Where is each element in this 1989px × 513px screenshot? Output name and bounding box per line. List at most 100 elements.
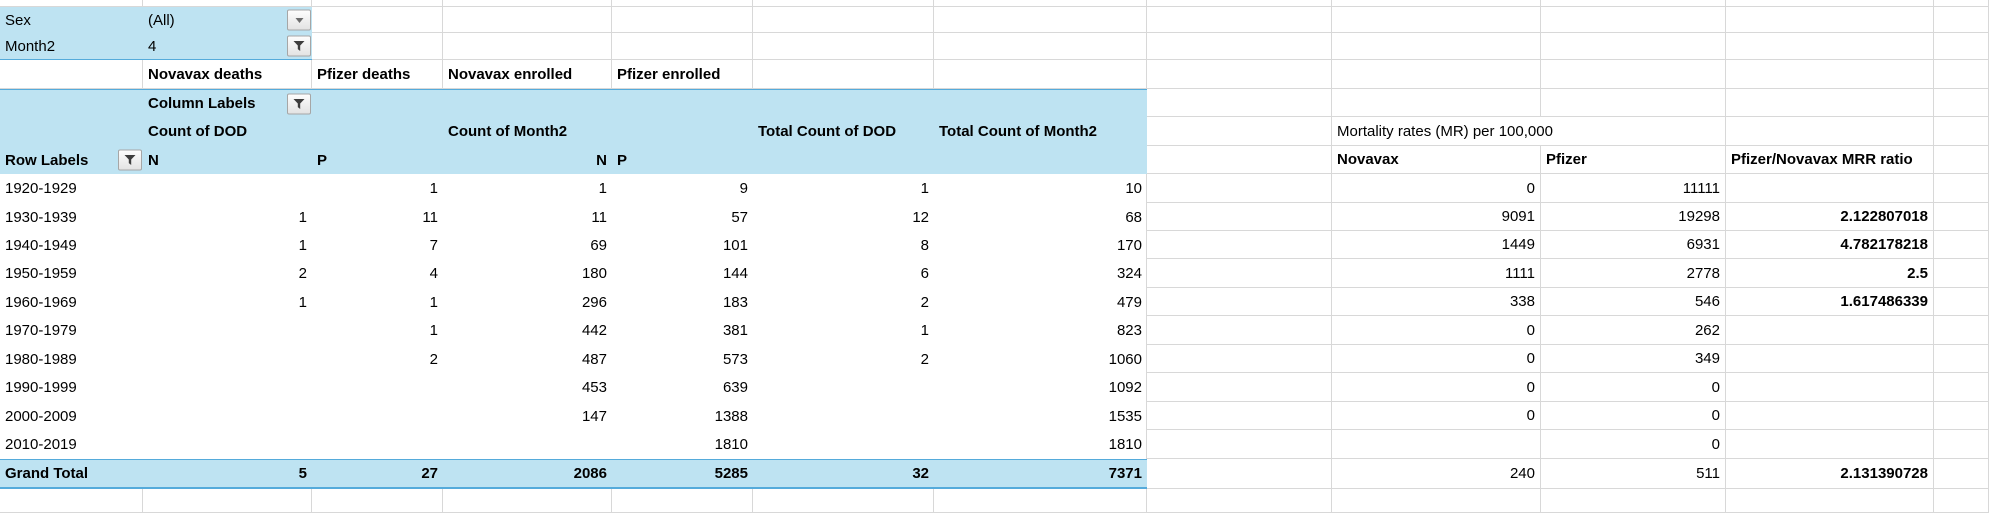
empty-cell [612, 489, 753, 513]
empty-cell [1332, 7, 1541, 33]
pfizer-enrolled-header: Pfizer enrolled [612, 60, 753, 89]
filter-value-sex-cell[interactable]: (All) [143, 7, 312, 33]
total-month2-count: 1535 [1108, 407, 1142, 425]
empty-cell [1934, 402, 1989, 430]
row-label: 2010-2019 [5, 436, 77, 453]
empty-cell [312, 489, 443, 513]
empty-cell [1726, 7, 1934, 33]
empty-cell [1332, 0, 1541, 7]
empty-cell [1332, 60, 1541, 89]
total-dod-count [753, 430, 934, 459]
pfizer-deaths-count: 1 [429, 322, 438, 339]
pfizer-mortality-rate: 11111 [1541, 174, 1726, 203]
row-label: 1950-1959 [5, 265, 77, 282]
column-labels-cell: Column Labels [143, 90, 312, 117]
novavax-deaths-count [143, 430, 312, 459]
novavax-enrolled-count: 296 [581, 293, 607, 311]
pfizer-mortality-rate: 546 [1541, 288, 1726, 316]
novavax-deaths-count: 1 [298, 293, 307, 311]
empty-cell [1332, 489, 1541, 513]
pfizer-deaths-count: 11 [422, 208, 438, 226]
filter-field-month2-label: Month2 [0, 33, 143, 60]
empty-cell [443, 489, 612, 513]
month2-filter-button[interactable] [287, 35, 311, 57]
empty-cell [612, 7, 753, 33]
novavax-deaths-count: 1 [298, 208, 307, 226]
row-labels-text: Row Labels [5, 151, 89, 169]
mrr-ratio-header: Pfizer/Novavax MRR ratio [1726, 146, 1934, 174]
novavax-mortality-rate: 0 [1332, 316, 1541, 345]
empty-cell [1934, 203, 1989, 231]
empty-cell [934, 7, 1147, 33]
novavax-enrolled-count: 442 [581, 322, 607, 339]
grand-total-label: Grand Total [5, 465, 89, 482]
novavax-enrolled-header: Novavax enrolled [443, 60, 612, 89]
bottom-spacer-row [0, 489, 1989, 513]
total-count-of-month2-header: Total Count of Month2 [939, 123, 1098, 140]
pfizer-enrolled-count: 101 [722, 236, 748, 254]
empty-cell [1147, 0, 1332, 7]
empty-cell [934, 0, 1147, 7]
mrr-ratio-value [1726, 174, 1934, 203]
empty-cell [312, 90, 443, 117]
dod-n-header: N [148, 151, 159, 169]
table-row: 2000-2009 147 1388 1535 0 0 [0, 402, 1989, 430]
empty-cell [443, 7, 612, 33]
novavax-deaths-count [143, 402, 312, 430]
row-labels-cell: Row Labels [0, 146, 143, 174]
total-month2-count: 1060 [1108, 350, 1142, 368]
novavax-deaths-count: 1 [298, 236, 307, 254]
total-dod-count: 12 [912, 208, 929, 226]
empty-cell [1726, 60, 1934, 89]
empty-cell [1147, 7, 1332, 33]
empty-cell [1934, 89, 1989, 117]
row-label: 1980-1989 [5, 350, 77, 368]
grand-total-month2-p: 5285 [714, 465, 748, 482]
empty-cell [1147, 231, 1332, 259]
novavax-mortality-rate: 0 [1332, 402, 1541, 430]
novavax-enrolled-count: 487 [581, 350, 607, 368]
filter-value-month2-cell[interactable]: 4 [143, 33, 312, 60]
vaccine-group-header-row: Novavax deaths Pfizer deaths Novavax enr… [0, 60, 1989, 89]
empty-cell [0, 60, 143, 89]
empty-cell [0, 90, 143, 117]
funnel-icon [293, 41, 305, 52]
row-labels-filter-button[interactable] [118, 149, 142, 171]
empty-cell [443, 0, 612, 7]
pfizer-deaths-count [312, 373, 443, 402]
empty-cell [312, 7, 443, 33]
filter-value-sex: (All) [148, 11, 175, 29]
column-labels-filter-button[interactable] [287, 93, 311, 114]
novavax-deaths-count: 2 [298, 265, 307, 282]
empty-cell [1147, 459, 1332, 489]
novavax-mortality-rate: 0 [1332, 373, 1541, 402]
empty-cell [1147, 259, 1332, 288]
pfizer-mr-header: Pfizer [1541, 146, 1726, 174]
pfizer-enrolled-count: 381 [722, 322, 748, 339]
empty-cell [612, 0, 753, 7]
row-label: 1940-1949 [5, 236, 77, 254]
empty-cell [443, 90, 612, 117]
empty-cell [1726, 117, 1934, 146]
pfizer-enrolled-count: 639 [722, 379, 748, 396]
pfizer-mortality-rate: 349 [1541, 345, 1726, 373]
novavax-deaths-count [143, 174, 312, 203]
row-label: 1920-1929 [5, 180, 77, 197]
total-dod-count: 8 [920, 236, 929, 254]
pfizer-enrolled-count: 57 [731, 208, 748, 226]
empty-cell [1147, 489, 1332, 513]
empty-cell [1726, 89, 1934, 117]
month2-p-header: P [617, 151, 628, 169]
pivot-data-rows: 1920-1929 1 1 9 1 10 0 11111 1930-1939 1… [0, 174, 1989, 459]
novavax-mortality-rate: 1111 [1332, 259, 1541, 288]
field-header-row: Row Labels N P N P Novavax Pfizer Pfizer… [0, 146, 1989, 174]
empty-cell [1726, 33, 1934, 60]
novavax-enrolled-count: 453 [581, 379, 607, 396]
pfizer-deaths-count [312, 430, 443, 459]
empty-cell [1541, 89, 1726, 117]
pfizer-enrolled-count: 183 [722, 293, 748, 311]
empty-cell [312, 33, 443, 60]
sex-dropdown-button[interactable] [287, 9, 311, 31]
total-dod-count: 2 [920, 293, 929, 311]
